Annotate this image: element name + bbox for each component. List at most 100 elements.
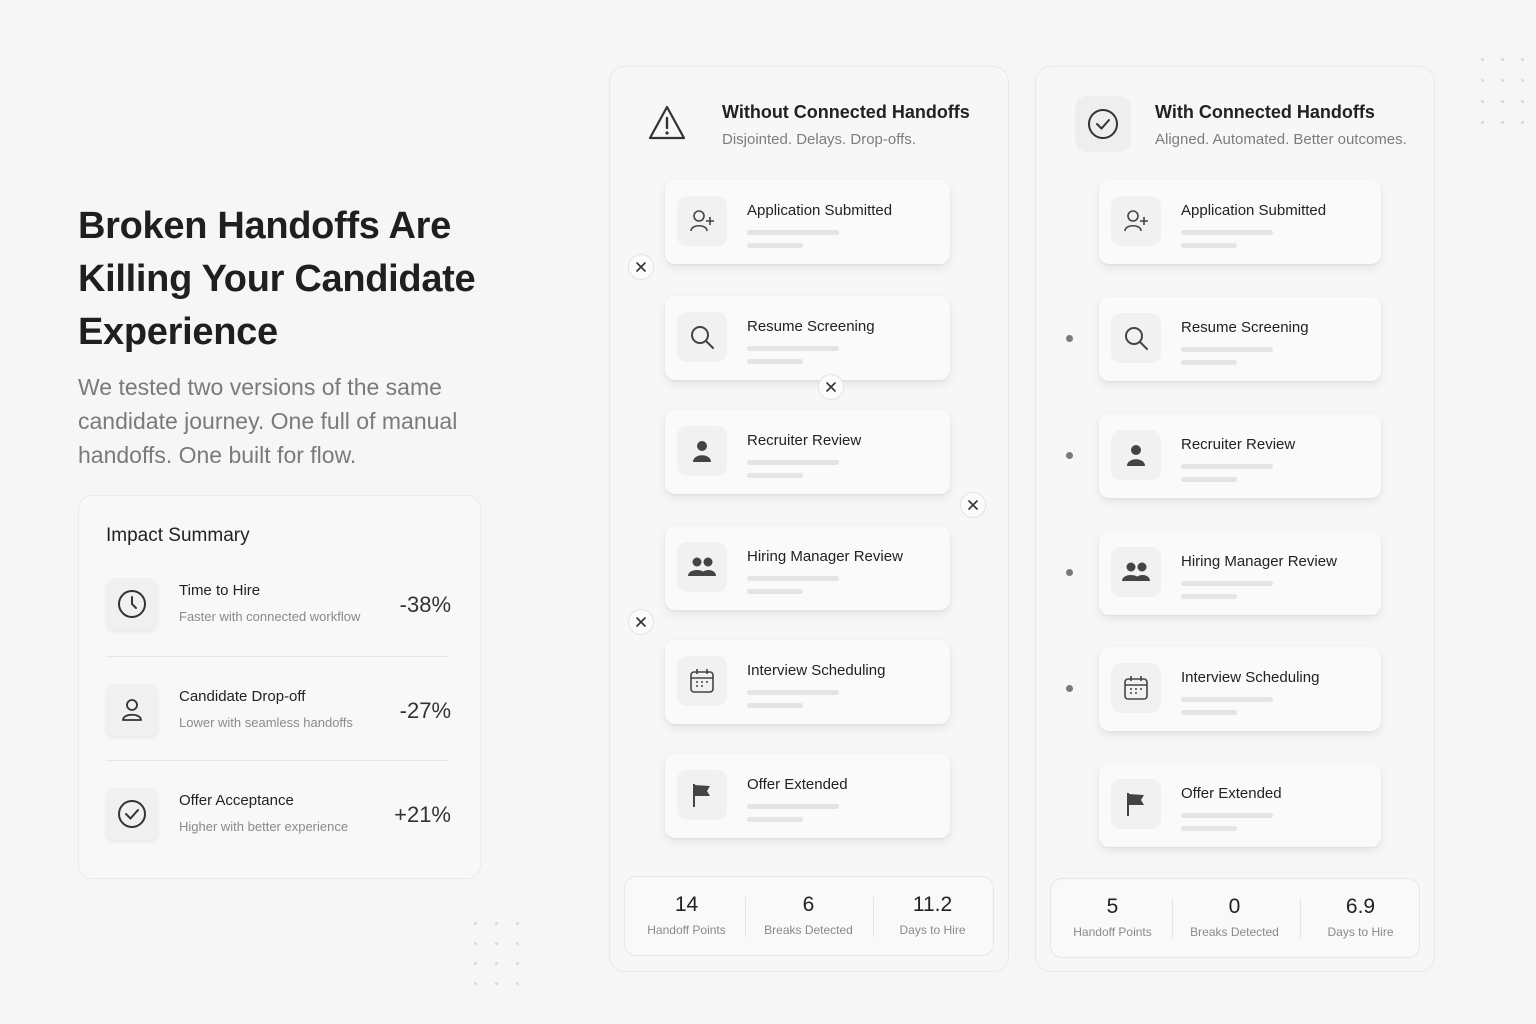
connector-node: [1066, 569, 1073, 576]
step-label: Application Submitted: [747, 202, 893, 219]
placeholder-bar: [1181, 826, 1237, 831]
check-circle-icon: [1075, 96, 1131, 152]
placeholder-bar: [747, 804, 839, 809]
stat-label: Days to Hire: [1327, 925, 1394, 939]
step-label: Offer Extended: [747, 776, 848, 793]
placeholder-bar: [747, 576, 839, 581]
placeholder-bar: [1181, 477, 1237, 482]
stat-days-to-hire: 11.2 Days to Hire: [871, 877, 994, 957]
with-panel-title: With Connected Handoffs: [1155, 102, 1375, 122]
stat-days-to-hire: 6.9 Days to Hire: [1299, 879, 1422, 959]
divider: [873, 897, 874, 937]
placeholder-bar: [747, 460, 839, 465]
connector-node: [1066, 335, 1073, 342]
divider: [1172, 899, 1173, 939]
connector-node: [1066, 452, 1073, 459]
search-icon: [1111, 313, 1161, 363]
metric-candidate-drop-off: Candidate Drop-off Lower with seamless h…: [106, 682, 451, 762]
placeholder-bar: [1181, 581, 1273, 586]
stat-value: 6: [802, 893, 815, 916]
metric-description: Faster with connected workflow: [179, 609, 361, 624]
placeholder-bar: [747, 473, 803, 478]
clock-icon: [106, 578, 158, 630]
placeholder-bar: [747, 703, 803, 708]
metric-time-to-hire: Time to Hire Faster with connected workf…: [106, 576, 451, 656]
user-icon: [106, 684, 158, 736]
placeholder-bar: [1181, 464, 1273, 469]
step-label: Recruiter Review: [1181, 436, 1296, 453]
with-step-application-submitted: Application Submitted: [1099, 180, 1381, 264]
with-panel-subtitle: Aligned. Automated. Better outcomes.: [1155, 131, 1407, 148]
placeholder-bar: [1181, 347, 1273, 352]
without-panel-title: Without Connected Handoffs: [722, 102, 970, 122]
flag-icon: [677, 770, 727, 820]
placeholder-bar: [747, 346, 839, 351]
step-label: Hiring Manager Review: [1181, 553, 1337, 570]
without-step-interview-scheduling: Interview Scheduling: [665, 640, 950, 724]
placeholder-bar: [1181, 697, 1273, 702]
connector-node: [1066, 685, 1073, 692]
without-step-offer-extended: Offer Extended: [665, 754, 950, 838]
without-step-hiring-manager-review: Hiring Manager Review: [665, 526, 950, 610]
without-step-application-submitted: Application Submitted: [665, 180, 950, 264]
placeholder-bar: [1181, 230, 1273, 235]
stat-value: 6.9: [1345, 895, 1376, 918]
stat-handoff-points: 5 Handoff Points: [1051, 879, 1174, 959]
break-x-icon: [818, 374, 844, 400]
stat-label: Days to Hire: [899, 923, 966, 937]
calendar-icon: [677, 656, 727, 706]
page-subtitle: We tested two versions of the same candi…: [78, 374, 458, 468]
without-step-resume-screening: Resume Screening: [665, 296, 950, 380]
step-label: Hiring Manager Review: [747, 548, 903, 565]
without-stats-bar: 14 Handoff Points 6 Breaks Detected 11.2…: [624, 876, 994, 956]
placeholder-bar: [1181, 710, 1237, 715]
placeholder-bar: [747, 359, 803, 364]
stat-label: Handoff Points: [647, 923, 726, 937]
person-icon: [677, 426, 727, 476]
divider: [1300, 899, 1301, 939]
placeholder-bar: [1181, 360, 1237, 365]
metric-description: Lower with seamless handoffs: [179, 715, 353, 730]
stat-label: Breaks Detected: [1190, 925, 1279, 939]
stat-breaks-detected: 6 Breaks Detected: [747, 877, 870, 957]
step-label: Interview Scheduling: [747, 662, 886, 679]
stat-label: Breaks Detected: [764, 923, 853, 937]
search-icon: [677, 312, 727, 362]
group-icon: [677, 542, 727, 592]
metric-value: +21%: [394, 802, 451, 827]
metric-name: Time to Hire: [179, 582, 261, 599]
with-stats-bar: 5 Handoff Points 0 Breaks Detected 6.9 D…: [1050, 878, 1420, 958]
stat-value: 14: [674, 893, 699, 916]
metric-name: Candidate Drop-off: [179, 688, 306, 705]
group-icon: [1111, 547, 1161, 597]
metric-name: Offer Acceptance: [179, 792, 294, 809]
without-panel-subtitle: Disjointed. Delays. Drop-offs.: [722, 131, 916, 148]
warning-icon: [647, 104, 687, 147]
with-step-interview-scheduling: Interview Scheduling: [1099, 647, 1381, 731]
metric-value: -27%: [399, 698, 451, 723]
impact-summary-card: Impact Summary Time to Hire Faster with …: [78, 495, 481, 879]
placeholder-bar: [747, 817, 803, 822]
metric-offer-acceptance: Offer Acceptance Higher with better expe…: [106, 786, 451, 866]
step-label: Application Submitted: [1181, 202, 1327, 219]
step-label: Resume Screening: [747, 318, 875, 335]
stat-breaks-detected: 0 Breaks Detected: [1173, 879, 1296, 959]
add-user-icon: [1111, 196, 1161, 246]
person-icon: [1111, 430, 1161, 480]
placeholder-bar: [1181, 594, 1237, 599]
placeholder-bar: [1181, 813, 1273, 818]
break-x-icon: [628, 254, 654, 280]
break-x-icon: [960, 492, 986, 518]
with-step-resume-screening: Resume Screening: [1099, 297, 1381, 381]
divider: [745, 897, 746, 937]
page-title: Broken Handoffs Are Killing Your Candida…: [78, 205, 476, 353]
calendar-icon: [1111, 663, 1161, 713]
stat-handoff-points: 14 Handoff Points: [625, 877, 748, 957]
with-step-hiring-manager-review: Hiring Manager Review: [1099, 531, 1381, 615]
divider: [106, 656, 449, 657]
stat-label: Handoff Points: [1073, 925, 1152, 939]
stat-value: 5: [1106, 895, 1119, 918]
break-x-icon: [628, 609, 654, 635]
impact-summary-title: Impact Summary: [106, 525, 250, 546]
placeholder-bar: [747, 243, 803, 248]
